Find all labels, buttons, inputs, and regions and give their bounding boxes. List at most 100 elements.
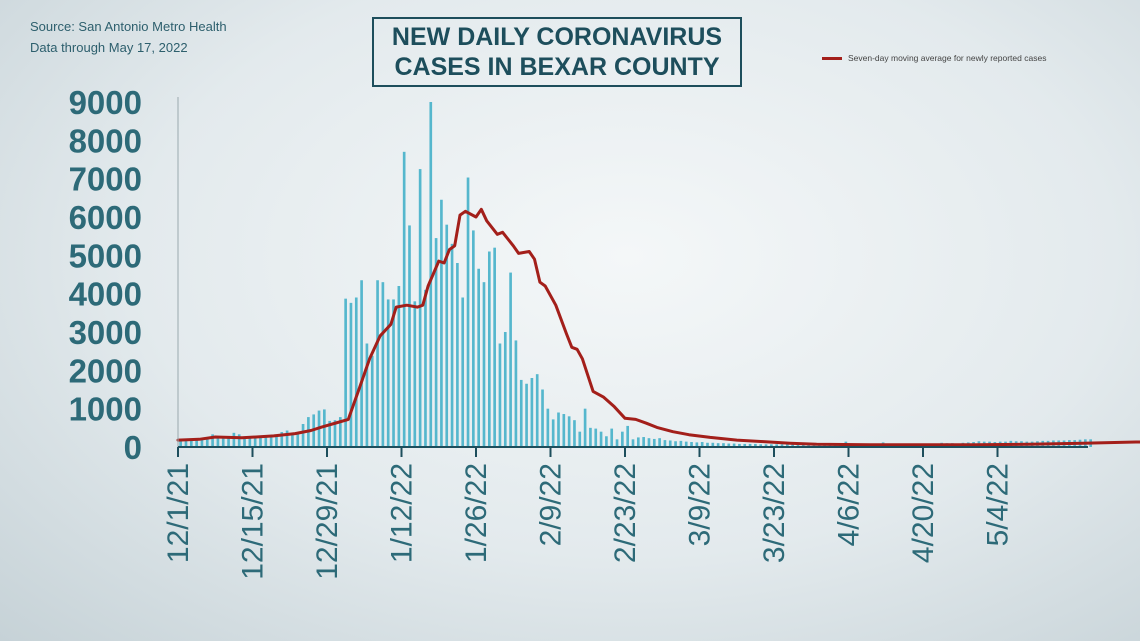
daily-case-bar [227,438,230,447]
daily-case-bar [594,428,598,447]
daily-case-bar [418,169,422,447]
daily-case-bar [237,434,241,447]
daily-case-bar [296,432,300,447]
daily-case-bar [599,431,603,447]
daily-case-bar [472,230,475,447]
daily-case-bar [264,436,268,447]
daily-case-bar [434,238,438,447]
daily-case-bar [801,443,805,447]
daily-case-bar [269,435,273,447]
daily-case-bar [429,102,433,447]
daily-case-bar [621,431,624,447]
daily-case-bar [519,379,523,447]
daily-case-bar [344,298,347,447]
daily-case-bar [498,343,502,447]
daily-case-bar [408,225,411,447]
daily-case-bar [440,199,443,447]
daily-case-bar [780,444,784,447]
daily-case-bar [424,289,427,447]
daily-case-bar [636,437,640,447]
daily-case-bar [690,442,693,447]
daily-case-bar [216,436,220,447]
daily-case-bar [232,432,236,447]
daily-case-bar [386,299,390,447]
daily-case-bar [567,416,571,447]
daily-case-bar [817,444,821,447]
daily-case-bar [184,440,188,447]
daily-case-bar [764,444,768,447]
daily-case-bar [291,433,294,447]
daily-case-bar [786,444,789,447]
daily-case-bar [195,438,198,447]
daily-case-bar [631,439,635,447]
daily-case-bar [711,442,715,447]
daily-case-bar [323,409,326,447]
x-tick-label: 2/9/22 [535,463,568,546]
y-tick-label: 2000 [69,352,142,389]
daily-case-bar [807,444,810,447]
chart-title-line-1: NEW DAILY CORONAVIRUS [391,23,723,51]
daily-case-bar [189,439,193,447]
daily-case-bar [791,444,794,447]
daily-case-bar [413,301,417,447]
daily-case-bar [557,412,560,447]
daily-case-bar [482,282,486,447]
daily-case-bar [301,424,305,447]
daily-case-bar [610,428,614,447]
y-tick-label: 4000 [69,276,142,313]
daily-case-bar [695,442,699,447]
source-note: Source: San Antonio Metro Health Data th… [30,16,227,58]
daily-case-bar [349,302,353,447]
daily-case-bar [221,437,225,447]
daily-case-bar [280,432,284,447]
daily-case-bar [732,443,736,447]
daily-case-bar [668,440,672,447]
daily-case-bar [706,442,709,447]
daily-case-bar [370,355,374,447]
daily-case-bar [551,419,555,447]
daily-case-bar [354,297,358,447]
chart-legend: Seven-day moving average for newly repor… [822,53,1046,63]
daily-case-bar [487,251,491,447]
daily-case-bar [578,431,582,447]
daily-case-bar [722,443,725,447]
daily-case-bar [573,420,576,447]
daily-case-bar [285,430,289,447]
daily-case-bar [365,343,369,447]
daily-case-bar [477,268,480,447]
daily-case-bar [743,443,747,447]
daily-case-bar [397,286,401,447]
x-tick-label: 2/23/22 [609,463,642,563]
daily-case-bar [376,280,379,447]
daily-case-bar [493,247,496,447]
x-tick-label: 3/9/22 [684,463,717,546]
daily-case-bar [248,437,252,447]
daily-case-bar [392,299,395,447]
daily-case-bar [716,443,720,447]
source-line: Source: San Antonio Metro Health [30,19,227,34]
x-tick-label: 3/23/22 [758,463,791,563]
daily-case-bar [658,438,661,447]
y-tick-label: 9000 [69,84,142,121]
daily-case-bar [541,389,544,447]
daily-case-bar [775,444,779,447]
daily-case-bar [200,438,204,447]
moving-average-line [176,207,1140,447]
daily-case-bar [684,441,688,447]
daily-case-bar [243,436,246,447]
y-tick-label: 5000 [69,237,142,274]
daily-case-bar [727,443,731,447]
daily-case-bar [445,224,449,447]
daily-case-bar [535,374,539,447]
daily-case-bar [674,441,677,447]
legend-label: Seven-day moving average for newly repor… [848,53,1047,63]
x-tick-label: 4/20/22 [907,463,940,563]
daily-case-bar [589,427,592,447]
y-tick-label: 0 [124,429,142,466]
daily-case-bar [211,434,214,447]
daily-case-bar [663,440,667,447]
daily-case-bar [509,272,512,447]
daily-case-bar [626,425,630,447]
daily-case-bar [328,420,331,447]
daily-case-bar [514,340,518,447]
